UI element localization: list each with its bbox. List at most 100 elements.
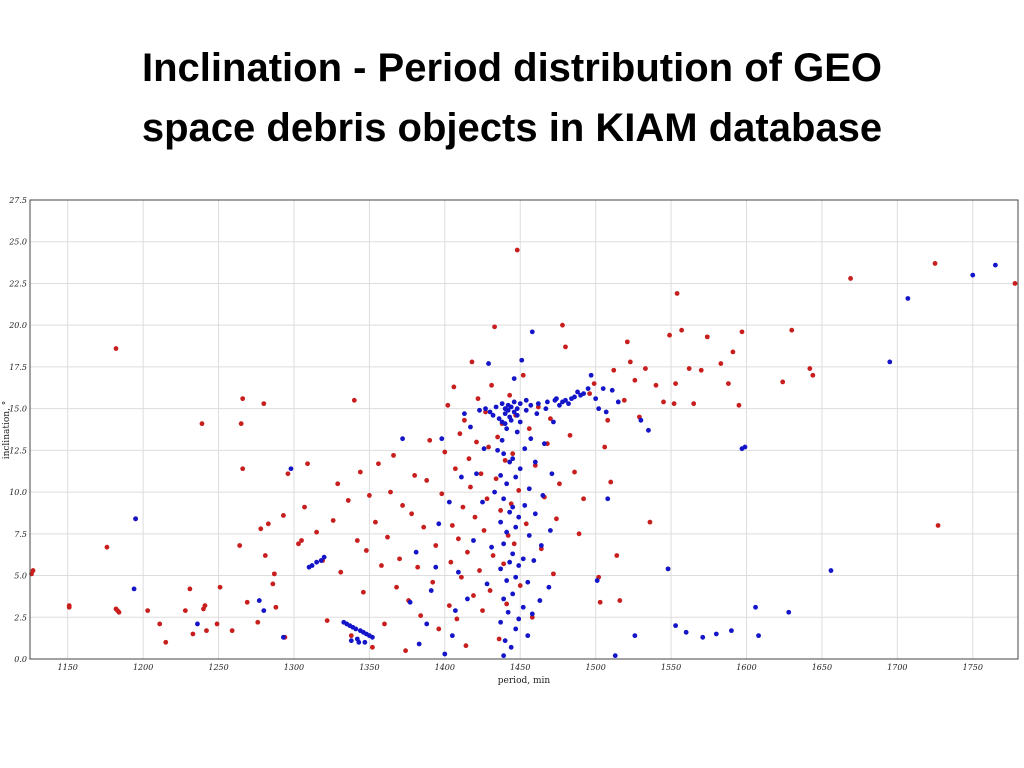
red-point <box>190 631 196 637</box>
blue-point <box>523 397 529 403</box>
blue-point <box>992 262 998 268</box>
blue-point <box>514 406 520 412</box>
blue-point <box>513 574 519 580</box>
blue-point <box>700 634 706 640</box>
blue-point <box>510 504 516 510</box>
blue-point <box>471 538 476 543</box>
red-point <box>273 604 279 610</box>
red-point <box>516 488 522 493</box>
red-point <box>451 384 457 390</box>
blue-point <box>507 559 513 565</box>
red-point <box>686 366 692 371</box>
blue-point <box>523 407 529 413</box>
red-point <box>465 549 470 555</box>
blue-point <box>566 401 571 407</box>
y-tick-label: 12.5 <box>9 446 27 455</box>
red-point <box>376 461 381 467</box>
blue-point <box>514 412 520 418</box>
slide-title-line-1: Inclination - Period distribution of GEO <box>142 46 882 90</box>
red-point <box>446 603 452 608</box>
tick-labels: 1150 1200 1250 1300 1350 1400 1450 1500 1550 1600… <box>8 196 983 672</box>
blue-point <box>439 436 445 442</box>
red-point <box>560 322 565 328</box>
red-point <box>725 381 731 386</box>
red-point <box>305 461 310 467</box>
blue-point <box>612 653 618 659</box>
red-point <box>366 493 372 498</box>
red-point <box>354 538 360 543</box>
red-point <box>382 621 387 627</box>
blue-point <box>433 564 439 570</box>
red-point <box>370 644 375 650</box>
blue-point <box>563 397 568 403</box>
red-point <box>597 599 603 605</box>
red-point <box>163 639 169 645</box>
red-point <box>455 536 461 542</box>
red-point <box>667 332 672 338</box>
blue-point <box>516 616 522 622</box>
red-point <box>632 377 638 383</box>
red-point <box>739 329 745 335</box>
blue-point <box>517 466 523 472</box>
blue-point <box>828 568 834 573</box>
blue-point <box>519 357 525 363</box>
red-point <box>498 508 504 513</box>
red-point <box>433 543 439 548</box>
data-points <box>29 247 1018 659</box>
red-point <box>517 583 523 588</box>
blue-point <box>551 419 556 425</box>
blue-point <box>501 596 507 602</box>
blue-point <box>632 633 638 639</box>
x-tick-label: 1200 <box>133 663 153 672</box>
red-point <box>409 511 415 517</box>
red-point <box>452 466 458 472</box>
red-point <box>104 544 110 550</box>
plot-background <box>30 200 1018 659</box>
red-point <box>457 431 463 437</box>
red-point <box>30 568 36 573</box>
red-point <box>449 523 455 528</box>
red-point <box>477 568 482 573</box>
red-point <box>448 559 454 565</box>
blue-point <box>683 629 689 635</box>
red-point <box>357 469 363 475</box>
red-point <box>302 504 307 510</box>
blue-point <box>353 626 359 632</box>
blue-point <box>498 566 504 572</box>
blue-point <box>786 609 792 615</box>
blue-point <box>529 611 535 617</box>
red-point <box>514 247 520 253</box>
x-tick-label: 1450 <box>510 663 530 672</box>
blue-point <box>508 417 514 423</box>
blue-point <box>498 619 504 625</box>
blue-point <box>514 429 520 435</box>
red-point <box>486 444 491 450</box>
red-point <box>661 399 666 405</box>
blue-point <box>535 401 541 407</box>
blue-point <box>261 608 267 613</box>
red-point <box>608 479 614 485</box>
red-point <box>611 367 617 373</box>
blue-point <box>501 653 507 659</box>
blue-point <box>455 569 461 575</box>
red-point <box>474 439 479 445</box>
red-point <box>526 426 532 432</box>
y-tick-label: 0.0 <box>14 655 27 664</box>
blue-point <box>492 489 497 495</box>
x-tick-label: 1650 <box>812 663 832 672</box>
blue-point <box>487 409 493 415</box>
y-tick-label: 2.5 <box>13 613 27 622</box>
blue-point <box>511 399 517 405</box>
red-point <box>489 382 494 388</box>
red-point <box>532 462 538 468</box>
blue-point <box>588 372 594 378</box>
blue-point <box>516 563 522 568</box>
y-tick-label: 15.0 <box>9 405 27 414</box>
red-point <box>674 291 680 296</box>
red-point <box>807 366 813 371</box>
blue-point <box>540 493 546 498</box>
blue-point <box>513 524 519 530</box>
blue-point <box>348 638 354 644</box>
blue-point <box>526 533 532 538</box>
